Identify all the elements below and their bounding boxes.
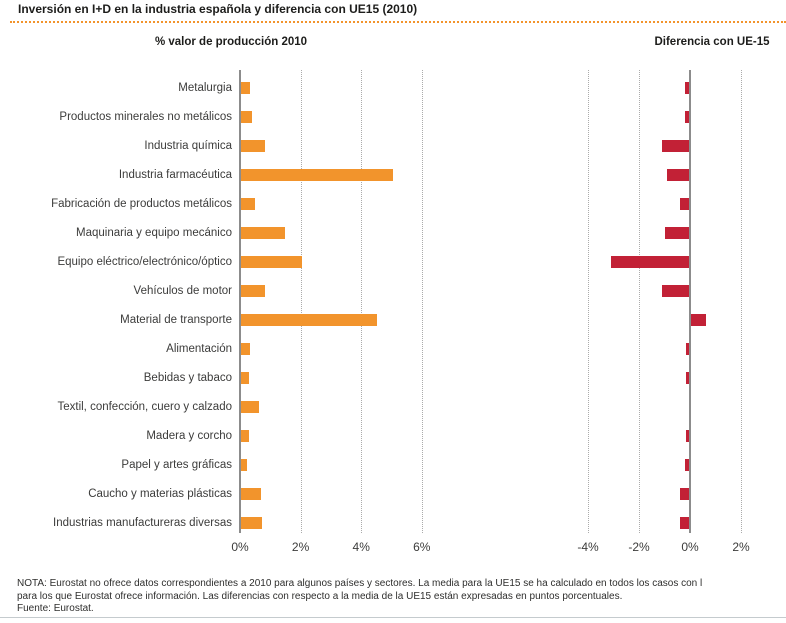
page-title: Inversión en I+D en la industria español…	[18, 2, 418, 16]
zero-axis-line	[239, 70, 241, 533]
value-bar-right	[679, 517, 690, 530]
value-bar-right	[686, 430, 690, 443]
value-bar-left	[241, 459, 248, 472]
value-bar-left	[241, 401, 260, 414]
bottom-divider	[0, 617, 786, 618]
right-chart-title: Diferencia con UE-15	[654, 36, 770, 48]
value-bar-right	[664, 226, 690, 239]
x-tick-label: 4%	[352, 540, 370, 554]
gridline	[361, 70, 363, 533]
footnote-line-1: NOTA: Eurostat no ofrece datos correspon…	[17, 578, 703, 589]
value-bar-left	[241, 284, 266, 297]
x-tick-label: 0%	[231, 540, 249, 554]
footnote-line-2: para los que Eurostat ofrece información…	[17, 590, 623, 602]
value-bar-left	[241, 110, 252, 123]
x-tick-label: -2%	[628, 540, 650, 554]
category-label: Alimentación	[166, 342, 232, 355]
value-bar-right	[667, 168, 690, 181]
value-bar-left	[241, 488, 261, 501]
category-label: Industrias manufactureras diversas	[53, 517, 232, 530]
value-bar-right	[679, 197, 690, 210]
zero-axis-line	[689, 70, 691, 533]
value-bar-left	[241, 197, 255, 210]
chart-plot-area: Metalurgia Productos minerales no metálic…	[51, 70, 750, 554]
x-tick-label: 0%	[681, 540, 699, 554]
value-bar-left	[241, 255, 302, 268]
gridline	[300, 70, 302, 533]
category-label: Productos minerales no metálicos	[59, 110, 232, 123]
gridline	[421, 70, 423, 533]
category-label: Bebidas y tabaco	[143, 372, 232, 384]
value-bar-right	[684, 459, 690, 472]
gridline	[639, 70, 640, 533]
value-bar-right	[691, 313, 707, 326]
value-bar-left	[241, 372, 249, 384]
footnote: NOTA: Eurostat no ofrece datos correspon…	[17, 578, 786, 616]
value-bar-left	[241, 139, 266, 152]
x-tick-label: 2%	[732, 540, 750, 554]
footnote-line-3: Fuente: Eurostat.	[17, 603, 94, 614]
category-label: Metalurgia	[178, 81, 232, 94]
gridline	[588, 70, 589, 533]
category-label: Papel y artes gráficas	[121, 459, 232, 472]
value-bar-right	[686, 372, 690, 384]
x-tick-label: 2%	[291, 540, 310, 554]
value-bar-right	[610, 255, 690, 268]
value-bar-left	[241, 430, 249, 443]
category-label: Industria química	[144, 139, 232, 152]
category-label: Caucho y materias plásticas	[88, 488, 232, 501]
value-bar-left	[241, 517, 263, 530]
category-label: Industria farmacéutica	[118, 168, 232, 181]
category-label: Vehículos de motor	[133, 284, 232, 297]
value-bar-right	[679, 488, 690, 501]
value-bar-right	[661, 284, 690, 297]
value-bar-left	[241, 81, 251, 94]
category-label: Material de transporte	[120, 313, 232, 326]
category-label: Textil, confección, cuero y calzado	[57, 401, 232, 414]
title-divider-dotted	[10, 21, 786, 23]
category-label: Madera y corcho	[146, 430, 232, 443]
category-label: Equipo eléctrico/electrónico/óptico	[57, 255, 232, 268]
gridline	[741, 70, 742, 533]
value-bar-left	[241, 226, 285, 239]
value-bar-right	[684, 110, 690, 123]
x-tick-label: -4%	[577, 540, 599, 554]
value-bar-right	[661, 139, 690, 152]
category-label: Maquinaria y equipo mecánico	[76, 226, 232, 239]
left-chart-title: % valor de producción 2010	[154, 36, 308, 48]
value-bar-left	[241, 313, 378, 326]
value-bar-right	[686, 342, 690, 355]
value-bar-left	[241, 168, 393, 181]
x-tick-label: 6%	[413, 540, 431, 554]
value-bar-right	[684, 81, 690, 94]
category-label: Fabricación de productos metálicos	[51, 197, 232, 210]
value-bar-left	[241, 342, 251, 355]
